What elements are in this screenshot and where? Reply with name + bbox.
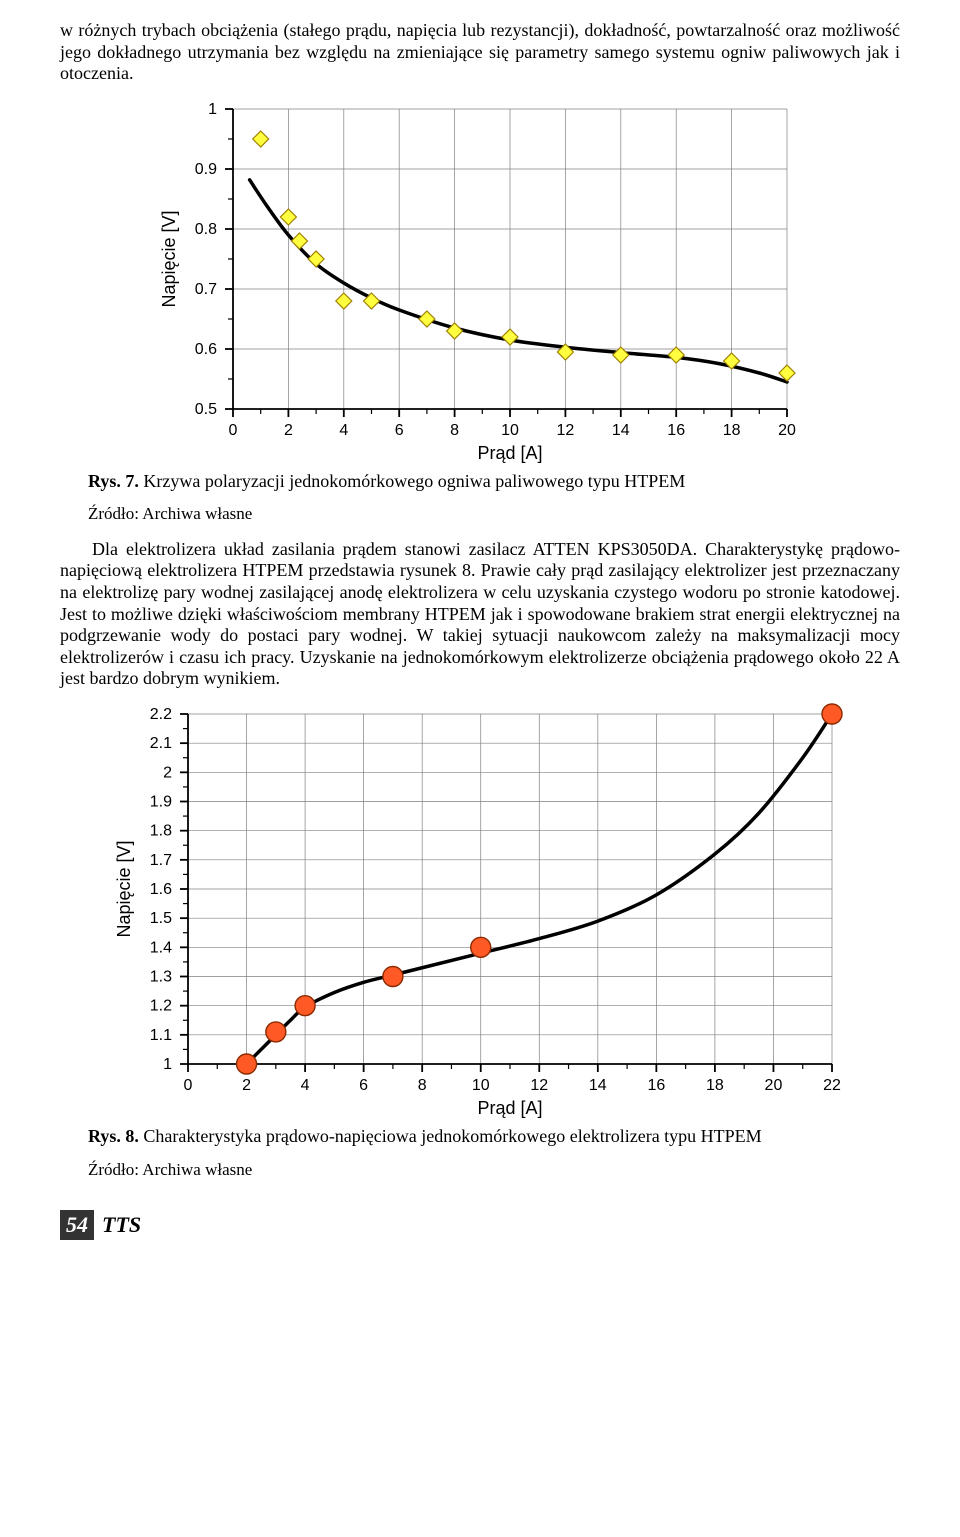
svg-text:18: 18 bbox=[706, 1077, 724, 1094]
svg-text:4: 4 bbox=[339, 422, 348, 439]
svg-text:10: 10 bbox=[501, 422, 519, 439]
page-number: 54 bbox=[60, 1210, 94, 1240]
figure-7-caption: Rys. 7. Krzywa polaryzacji jednokomórkow… bbox=[88, 471, 900, 493]
svg-text:0.9: 0.9 bbox=[195, 161, 217, 178]
svg-text:0.8: 0.8 bbox=[195, 221, 217, 238]
figure-8-caption: Rys. 8. Charakterystyka prądowo-napięcio… bbox=[88, 1126, 900, 1148]
svg-text:12: 12 bbox=[557, 422, 575, 439]
svg-text:2: 2 bbox=[242, 1077, 251, 1094]
svg-text:1.1: 1.1 bbox=[150, 1027, 172, 1044]
figure-7-label: Rys. 7. bbox=[88, 471, 139, 491]
chart-2-svg: 0 2 4 6 8 10 12 14 16 18 20 22 1 1.1 1.2 1.3 1.4 1.5 1.6 1.… bbox=[110, 700, 850, 1120]
svg-text:1.8: 1.8 bbox=[150, 823, 172, 840]
svg-text:0: 0 bbox=[229, 422, 238, 439]
svg-text:2.2: 2.2 bbox=[150, 706, 172, 723]
svg-text:4: 4 bbox=[301, 1077, 310, 1094]
chart-1-svg: 0 2 4 6 8 10 12 14 16 18 20 0.5 0.6 0.7 0.8 0.9 1 Prąd [A… bbox=[155, 95, 805, 465]
svg-text:18: 18 bbox=[723, 422, 741, 439]
svg-text:14: 14 bbox=[612, 422, 630, 439]
svg-text:2: 2 bbox=[284, 422, 293, 439]
svg-text:0: 0 bbox=[184, 1077, 193, 1094]
figure-8-label: Rys. 8. bbox=[88, 1126, 139, 1146]
footer-label: TTS bbox=[102, 1212, 141, 1238]
svg-text:0.7: 0.7 bbox=[195, 281, 217, 298]
svg-text:1.3: 1.3 bbox=[150, 968, 172, 985]
figure-8-text: Charakterystyka prądowo-napięciowa jedno… bbox=[139, 1126, 762, 1146]
svg-text:2.1: 2.1 bbox=[150, 735, 172, 752]
svg-text:2: 2 bbox=[163, 764, 172, 781]
svg-text:12: 12 bbox=[530, 1077, 548, 1094]
svg-text:1: 1 bbox=[163, 1056, 172, 1073]
svg-text:Napięcie [V]: Napięcie [V] bbox=[114, 840, 134, 937]
svg-text:14: 14 bbox=[589, 1077, 607, 1094]
svg-text:6: 6 bbox=[359, 1077, 368, 1094]
svg-text:16: 16 bbox=[647, 1077, 665, 1094]
svg-text:Prąd [A]: Prąd [A] bbox=[477, 1098, 542, 1118]
figure-8-source: Źródło: Archiwa własne bbox=[88, 1160, 900, 1180]
svg-text:Napięcie [V]: Napięcie [V] bbox=[159, 210, 179, 307]
svg-text:Prąd [A]: Prąd [A] bbox=[477, 443, 542, 463]
svg-text:22: 22 bbox=[823, 1077, 841, 1094]
svg-text:1.4: 1.4 bbox=[150, 939, 172, 956]
figure-7-text: Krzywa polaryzacji jednokomórkowego ogni… bbox=[139, 471, 685, 491]
svg-text:0.6: 0.6 bbox=[195, 341, 217, 358]
middle-paragraph: Dla elektrolizera układ zasilania prądem… bbox=[60, 539, 900, 690]
svg-text:6: 6 bbox=[395, 422, 404, 439]
svg-text:20: 20 bbox=[765, 1077, 783, 1094]
svg-text:20: 20 bbox=[778, 422, 796, 439]
svg-text:1.9: 1.9 bbox=[150, 793, 172, 810]
svg-text:1.7: 1.7 bbox=[150, 852, 172, 869]
svg-text:1.6: 1.6 bbox=[150, 881, 172, 898]
svg-text:0.5: 0.5 bbox=[195, 401, 217, 418]
svg-text:8: 8 bbox=[450, 422, 459, 439]
svg-text:1.5: 1.5 bbox=[150, 910, 172, 927]
page-footer: 54 TTS bbox=[60, 1210, 900, 1240]
figure-7-source: Źródło: Archiwa własne bbox=[88, 504, 900, 524]
intro-paragraph: w różnych trybach obciążenia (stałego pr… bbox=[60, 20, 900, 85]
figure-7: 0 2 4 6 8 10 12 14 16 18 20 0.5 0.6 0.7 0.8 0.9 1 Prąd [A… bbox=[60, 95, 900, 465]
svg-text:1.2: 1.2 bbox=[150, 998, 172, 1015]
svg-text:10: 10 bbox=[472, 1077, 490, 1094]
svg-text:8: 8 bbox=[418, 1077, 427, 1094]
svg-text:16: 16 bbox=[667, 422, 685, 439]
figure-8: 0 2 4 6 8 10 12 14 16 18 20 22 1 1.1 1.2 1.3 1.4 1.5 1.6 1.… bbox=[60, 700, 900, 1120]
svg-text:1: 1 bbox=[208, 101, 217, 118]
